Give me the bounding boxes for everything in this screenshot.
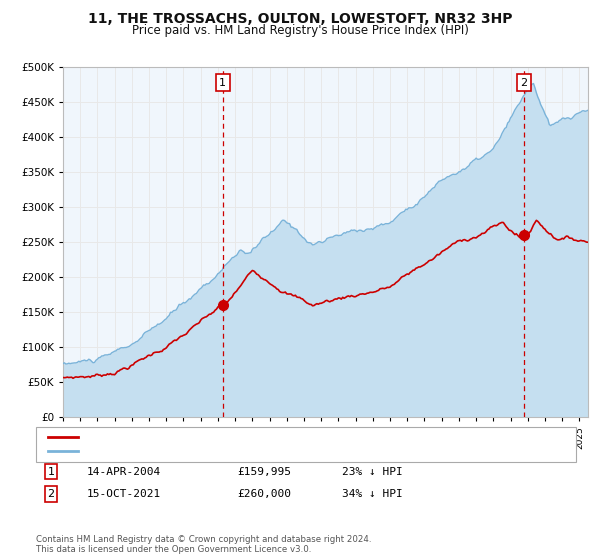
Text: 23% ↓ HPI: 23% ↓ HPI — [342, 466, 403, 477]
Text: £260,000: £260,000 — [237, 489, 291, 499]
Text: 1: 1 — [219, 78, 226, 88]
Text: £159,995: £159,995 — [237, 466, 291, 477]
Text: 34% ↓ HPI: 34% ↓ HPI — [342, 489, 403, 499]
Text: 14-APR-2004: 14-APR-2004 — [87, 466, 161, 477]
Text: 1: 1 — [47, 466, 55, 477]
Text: HPI: Average price, detached house, East Suffolk: HPI: Average price, detached house, East… — [87, 446, 342, 456]
Text: Price paid vs. HM Land Registry's House Price Index (HPI): Price paid vs. HM Land Registry's House … — [131, 24, 469, 37]
Text: 2: 2 — [47, 489, 55, 499]
Text: 2: 2 — [521, 78, 528, 88]
Text: Contains HM Land Registry data © Crown copyright and database right 2024.
This d: Contains HM Land Registry data © Crown c… — [36, 535, 371, 554]
Text: 15-OCT-2021: 15-OCT-2021 — [87, 489, 161, 499]
Text: 11, THE TROSSACHS, OULTON, LOWESTOFT, NR32 3HP: 11, THE TROSSACHS, OULTON, LOWESTOFT, NR… — [88, 12, 512, 26]
Text: 11, THE TROSSACHS, OULTON, LOWESTOFT, NR32 3HP (detached house): 11, THE TROSSACHS, OULTON, LOWESTOFT, NR… — [87, 432, 467, 442]
